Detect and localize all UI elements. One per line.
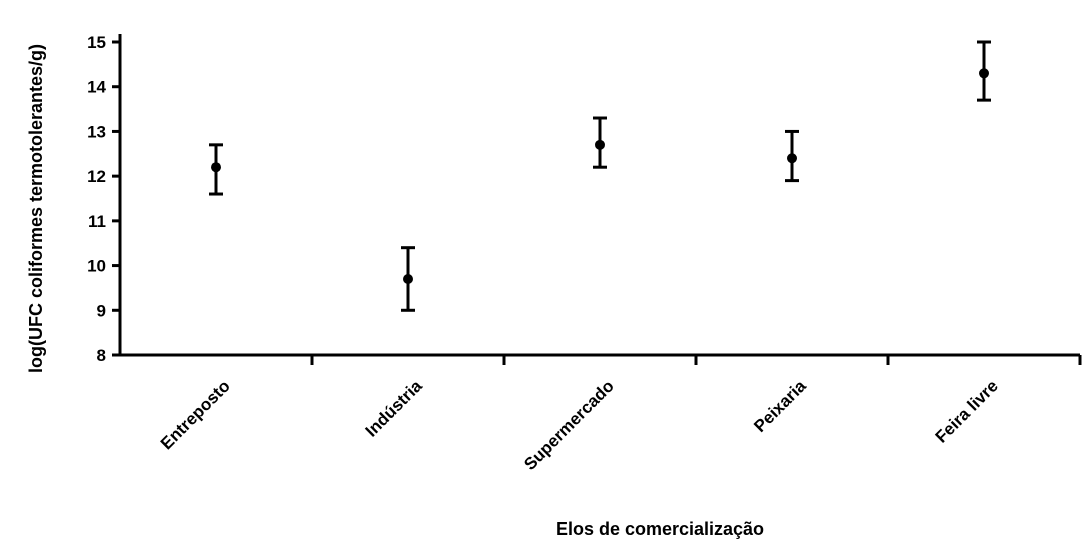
x-category-label: Peixaria [750,376,810,436]
y-tick-label: 14 [87,78,106,97]
y-axis-title: log(UFC coliformes termotolerantes/g) [26,44,46,373]
data-point [979,68,989,79]
y-tick-label: 9 [97,301,106,320]
y-tick-label: 13 [87,122,106,141]
data-point [595,139,605,150]
x-axis-title: Elos de comercialização [556,519,764,539]
data-point [787,153,797,164]
x-category-label: Indústria [362,376,427,441]
y-axis-ticks: 8 9 10 11 12 13 14 15 [87,33,120,365]
y-tick-label: 10 [87,257,106,276]
y-tick-label: 11 [88,212,106,231]
y-tick-label: 8 [97,346,106,365]
y-tick-label: 15 [87,33,106,52]
category-labels: Entreposto Indústria Supermercado Peixaria F… [157,376,1002,474]
y-tick-label: 12 [87,167,106,186]
data-marks [209,40,991,312]
x-category-label: Feira livre [932,376,1002,446]
data-point [211,162,221,173]
x-category-label: Entreposto [157,376,234,453]
x-axis-ticks [310,355,1082,365]
data-point [403,273,413,284]
x-category-label: Supermercado [520,376,618,474]
